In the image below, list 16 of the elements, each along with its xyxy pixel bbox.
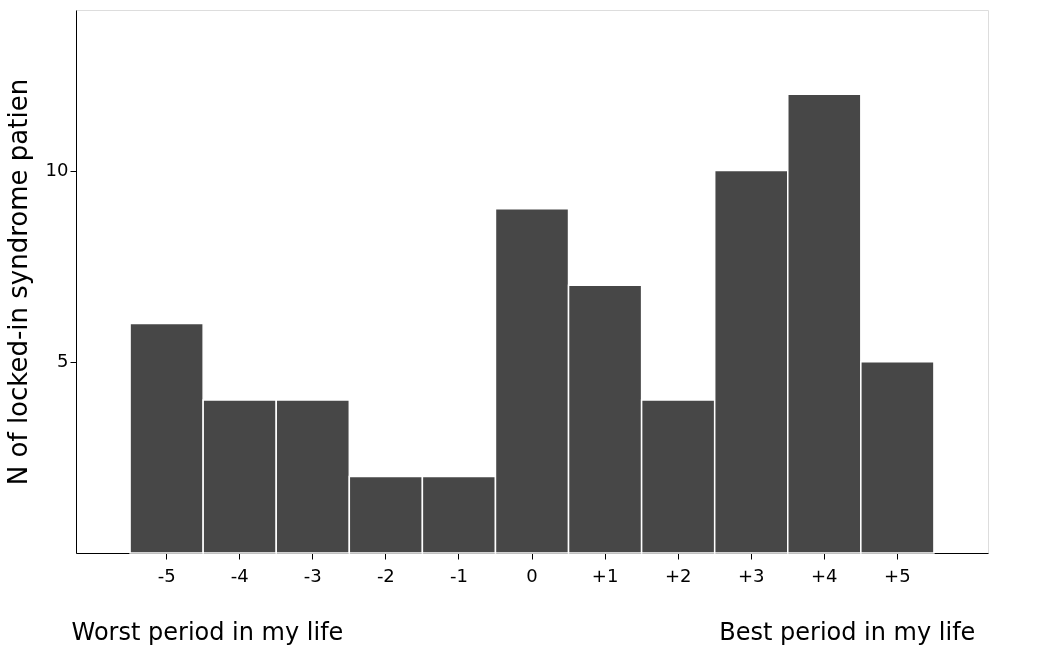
x-tick-label: +4 [811,564,838,586]
x-tick-label: +2 [664,564,692,586]
x-tick-label: +1 [591,564,619,586]
text: Worst period in my life [71,618,344,646]
x-tick-label: -1 [449,564,468,586]
x-tick-label: +3 [737,564,765,586]
text: Best period in my life [719,618,976,646]
y-tick-label: 5 [57,350,69,372]
y-axis-title: N of locked-in syndrome patien [2,78,33,486]
x-tick-label: -3 [303,564,322,586]
x-tick-label: +5 [884,564,911,586]
x-tick-label: -2 [376,564,395,586]
x-tick-label: -5 [157,564,176,586]
x-tick-label: 0 [526,564,538,586]
y-tick-label: 10 [45,159,69,181]
x-tick-label: -4 [230,564,249,586]
